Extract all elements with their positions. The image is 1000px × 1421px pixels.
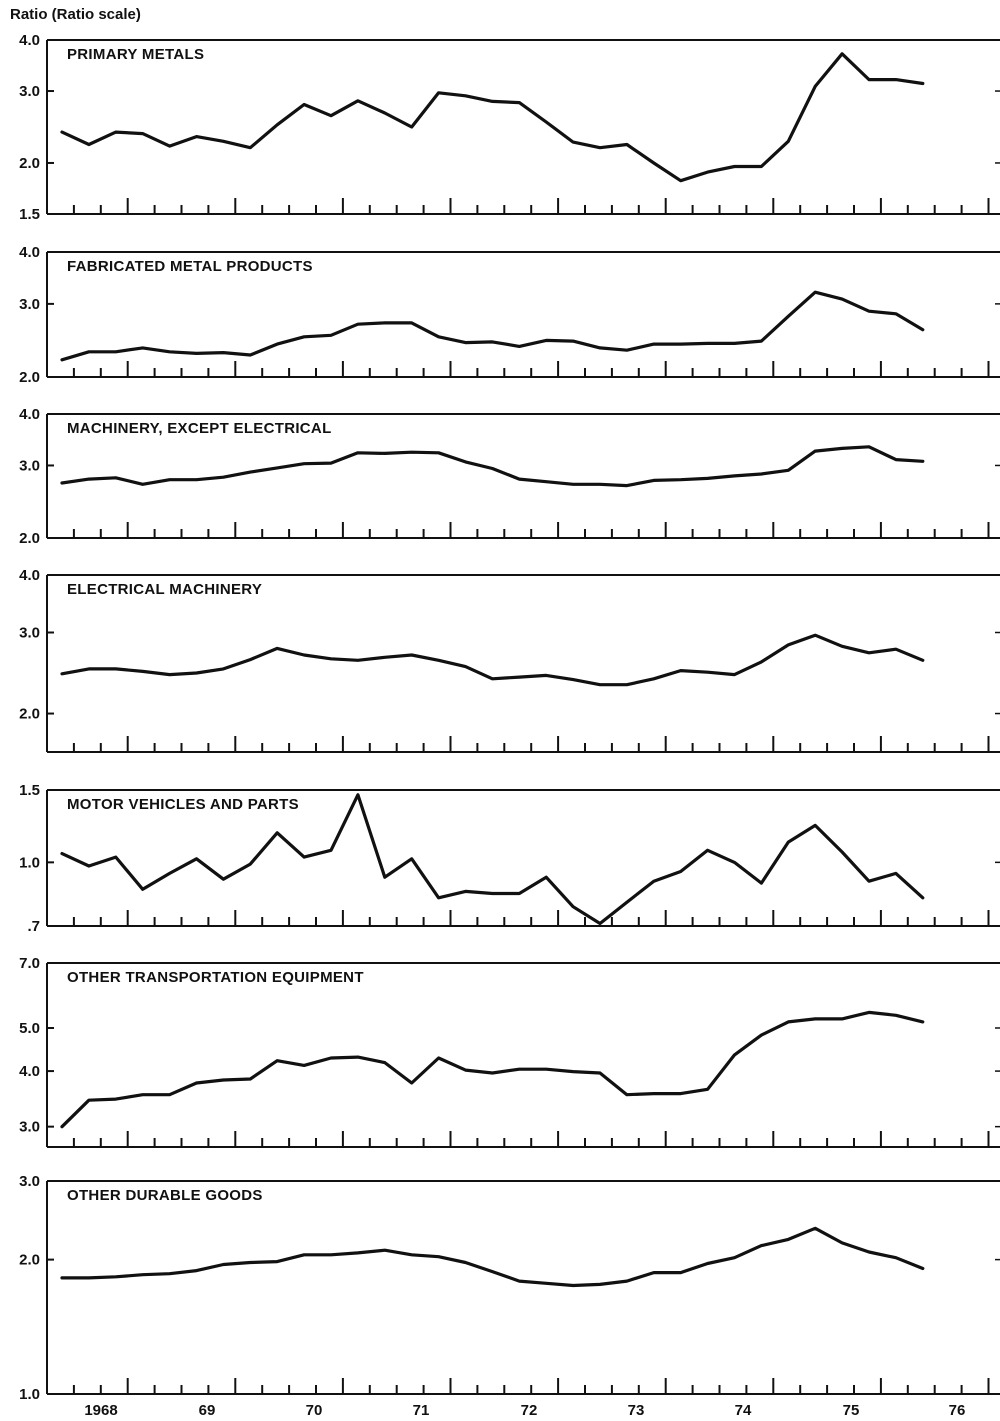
y-tick-label: 4.0 — [19, 567, 40, 584]
x-tick-label-year: 71 — [413, 1402, 430, 1419]
y-tick-label: 5.0 — [19, 1020, 40, 1037]
y-tick-label: 7.0 — [19, 955, 40, 972]
panel-title: FABRICATED METAL PRODUCTS — [67, 258, 313, 275]
x-tick-label-year: 70 — [306, 1402, 323, 1419]
series-line — [60, 445, 925, 488]
y-tick-label: 3.0 — [19, 1119, 40, 1136]
y-tick-label: 2.0 — [19, 369, 40, 386]
x-tick-label-year: 73 — [628, 1402, 645, 1419]
y-tick-label: 4.0 — [19, 406, 40, 423]
y-tick-label: 2.0 — [19, 155, 40, 172]
panel-title: OTHER TRANSPORTATION EQUIPMENT — [67, 969, 364, 986]
chart-panel-3: 4.0 3.0 2.0 MACHINERY, EXCEPT ELECTRICAL — [19, 406, 1000, 547]
y-tick-label: 3.0 — [19, 1173, 40, 1190]
panel-title: OTHER DURABLE GOODS — [67, 1187, 263, 1204]
x-tick-label-year: 69 — [199, 1402, 216, 1419]
y-tick-label: 1.5 — [19, 206, 40, 223]
panel-title: MACHINERY, EXCEPT ELECTRICAL — [67, 420, 332, 437]
x-tick-label-year: 75 — [843, 1402, 860, 1419]
y-tick-label: 3.0 — [19, 625, 40, 642]
chart-panel-5: 1.5 1.0 .7 MOTOR VEHICLES AND PARTS — [19, 782, 1000, 935]
y-tick-label: 4.0 — [19, 32, 40, 49]
chart-panel-6: 7.0 5.0 4.0 3.0 OTHER TRANSPORTATION EQUIPME… — [19, 955, 1000, 1148]
panel-title: ELECTRICAL MACHINERY — [67, 581, 262, 598]
y-tick-label: 3.0 — [19, 83, 40, 100]
y-tick-label: 3.0 — [19, 296, 40, 313]
panel-title: MOTOR VEHICLES AND PARTS — [67, 796, 299, 813]
x-tick-label-year: 1968 — [84, 1402, 117, 1419]
chart-panel-2: 4.0 3.0 2.0 FABRICATED METAL PRODUCTS — [19, 244, 1000, 386]
chart-panel-4: 4.0 3.0 2.0 ELECTRICAL MACHINERY — [19, 567, 1000, 753]
y-tick-label: 1.0 — [19, 854, 40, 871]
y-tick-label: 3.0 — [19, 457, 40, 474]
chart-panels: 4.0 3.0 2.0 1.5 PRIMARY METALS 4.0 3.0 2.0 FABRI… — [19, 32, 1000, 1403]
y-tick-label: 2.0 — [19, 530, 40, 547]
series-line — [60, 793, 925, 926]
y-tick-label: 2.0 — [19, 706, 40, 723]
y-tick-label: 1.0 — [19, 1386, 40, 1403]
y-tick-label: 4.0 — [19, 244, 40, 261]
series-line — [60, 1010, 925, 1129]
series-line — [60, 290, 925, 362]
series-line — [60, 1226, 925, 1288]
y-tick-label: .7 — [27, 918, 40, 935]
x-tick-label-year: 72 — [521, 1402, 538, 1419]
y-tick-label: 4.0 — [19, 1063, 40, 1080]
y-tick-label: 2.0 — [19, 1252, 40, 1269]
panel-title: PRIMARY METALS — [67, 46, 204, 63]
x-tick-label-year: 76 — [949, 1402, 966, 1419]
chart-panel-1: 4.0 3.0 2.0 1.5 PRIMARY METALS — [19, 32, 1000, 223]
y-axis-label: Ratio (Ratio scale) — [10, 6, 141, 23]
chart-panel-7: 3.0 2.0 1.0 OTHER DURABLE GOODS — [19, 1173, 1000, 1403]
y-tick-label: 1.5 — [19, 782, 40, 799]
series-line — [60, 633, 925, 687]
x-axis-year-labels: 1968 69 70 71 72 73 74 75 76 — [84, 1402, 965, 1419]
x-tick-label-year: 74 — [735, 1402, 752, 1419]
series-line — [60, 52, 925, 183]
